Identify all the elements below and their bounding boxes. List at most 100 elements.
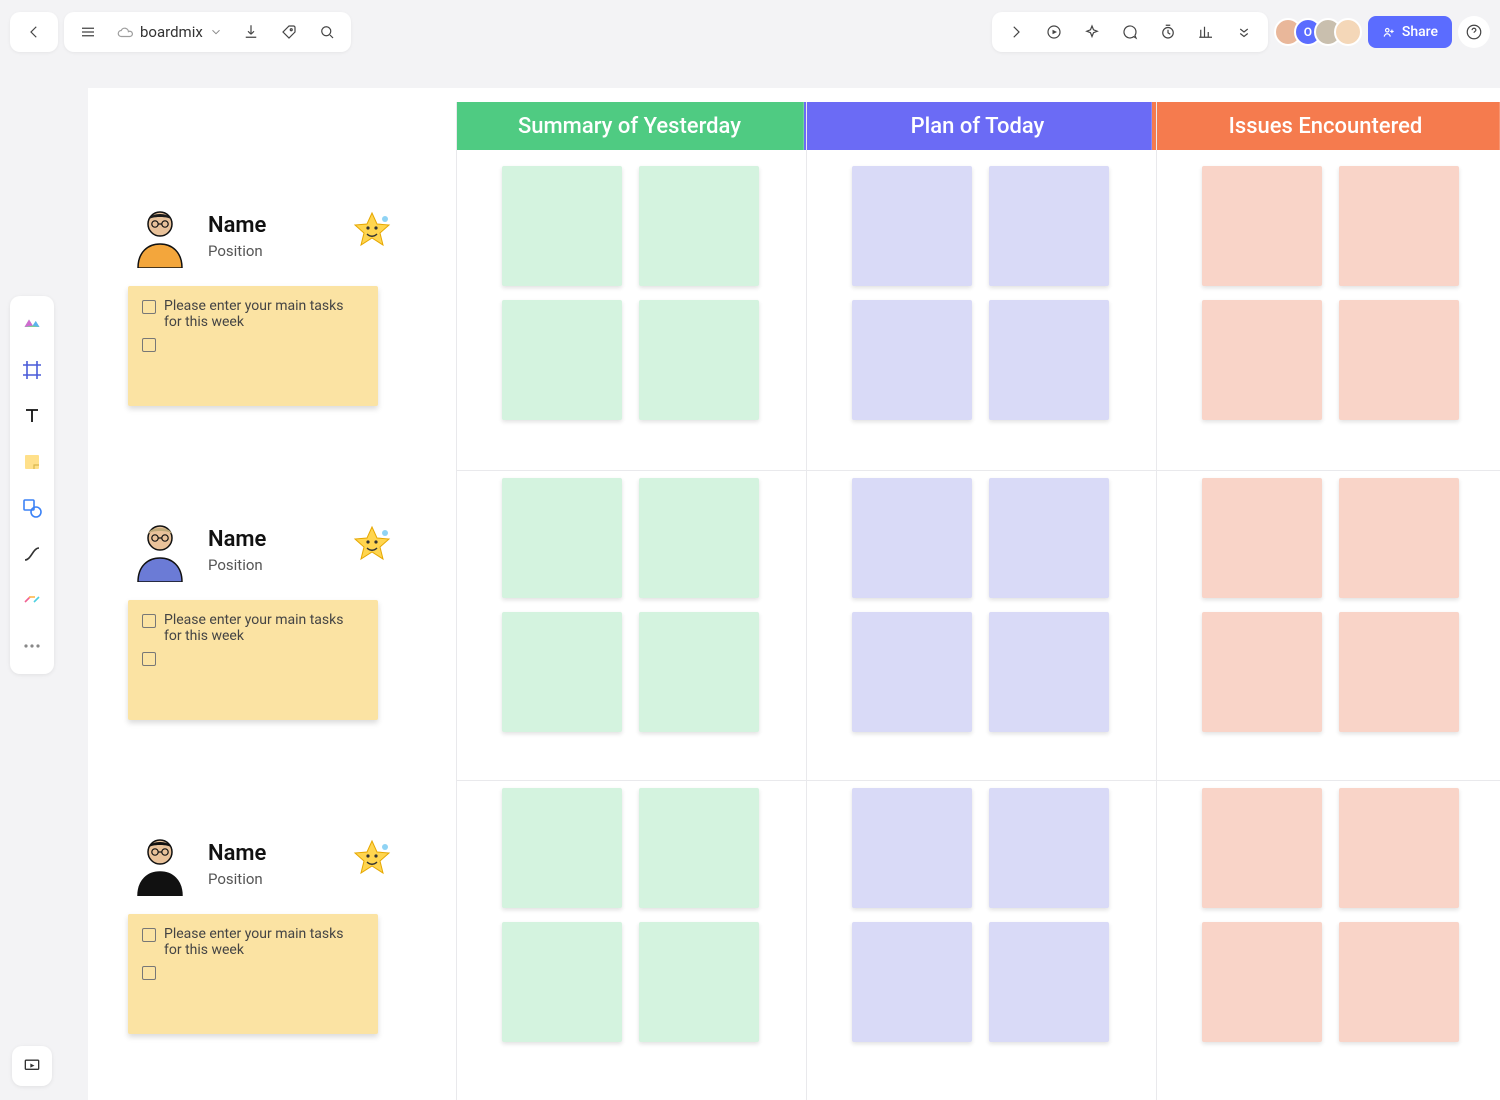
board-cell[interactable] [1202,166,1462,420]
sticky-note[interactable] [989,478,1109,598]
checkbox[interactable] [142,338,156,352]
task-note[interactable]: Please enter your main tasks for this we… [128,914,378,1034]
sticky-note[interactable] [502,922,622,1042]
sticky-note[interactable] [852,612,972,732]
person-position: Position [208,870,266,888]
doc-title[interactable]: boardmix [110,23,229,41]
comment-button[interactable] [1114,16,1146,48]
back-button[interactable] [18,16,50,48]
sticky-note[interactable] [639,300,759,420]
sparkle-button[interactable] [1076,16,1108,48]
board-cell[interactable] [502,166,762,420]
menu-button[interactable] [72,16,104,48]
sticky-note[interactable] [639,478,759,598]
checkbox[interactable] [142,652,156,666]
frame-tool[interactable] [14,348,50,392]
draw-tool[interactable] [14,578,50,622]
download-button[interactable] [235,16,267,48]
sticky-note[interactable] [852,166,972,286]
sticky-note[interactable] [1339,478,1459,598]
timer-button[interactable] [1152,16,1184,48]
sticky-note[interactable] [852,478,972,598]
checkbox[interactable] [142,300,156,314]
checkbox[interactable] [142,614,156,628]
sticky-note[interactable] [502,478,622,598]
checkbox[interactable] [142,928,156,942]
doc-title-text: boardmix [140,23,203,41]
sticky-note[interactable] [1339,788,1459,908]
sticky-tool[interactable] [14,440,50,484]
task-placeholder: Please enter your main tasks for this we… [164,612,364,644]
task-placeholder: Please enter your main tasks for this we… [164,926,364,958]
sticky-note[interactable] [1202,478,1322,598]
person-header: NamePosition [128,832,418,896]
sticky-note[interactable] [852,922,972,1042]
sticky-note[interactable] [1339,300,1459,420]
tag-button[interactable] [273,16,305,48]
text-tool[interactable] [14,394,50,438]
task-note[interactable]: Please enter your main tasks for this we… [128,600,378,720]
person-row: Name Position Please enter your main tasks… [128,204,418,406]
action-pill [992,12,1268,52]
logo-tool[interactable] [14,302,50,346]
sticky-note[interactable] [989,300,1109,420]
sticky-note[interactable] [1202,166,1322,286]
share-button[interactable]: Share [1368,16,1452,48]
sticky-note[interactable] [639,788,759,908]
present-button[interactable] [12,1046,52,1086]
chart-button[interactable] [1190,16,1222,48]
connector-tool[interactable] [14,532,50,576]
avatars[interactable]: O [1274,18,1362,46]
person-name: Name [208,213,266,238]
sticky-note[interactable] [852,300,972,420]
sticky-note[interactable] [989,612,1109,732]
task-note[interactable]: Please enter your main tasks for this we… [128,286,378,406]
person-avatar [128,518,192,582]
person-header: NamePosition [128,518,418,582]
board-cell[interactable] [502,478,762,732]
star-icon [352,210,392,250]
board-cell[interactable] [1202,788,1462,1042]
person-position: Position [208,556,266,574]
sticky-note[interactable] [502,612,622,732]
doc-pill: boardmix [64,12,351,52]
board-cell[interactable] [852,166,1112,420]
sticky-note[interactable] [1339,166,1459,286]
sticky-note[interactable] [502,300,622,420]
more-chevron-button[interactable] [1228,16,1260,48]
sticky-note[interactable] [1202,300,1322,420]
board-cell[interactable] [502,788,762,1042]
sticky-note[interactable] [1202,922,1322,1042]
person-avatar [128,832,192,896]
sticky-note[interactable] [639,922,759,1042]
sticky-note[interactable] [639,166,759,286]
board-cell[interactable] [852,788,1112,1042]
sticky-note[interactable] [989,922,1109,1042]
avatar[interactable] [1334,18,1362,46]
topbar-right: O Share [992,12,1490,52]
chevron-down-icon [209,25,223,39]
checkbox[interactable] [142,966,156,980]
sticky-note[interactable] [989,788,1109,908]
board-canvas[interactable]: Summary of YesterdayPlan of TodayIssues … [88,88,1500,1100]
sticky-note[interactable] [502,166,622,286]
help-button[interactable] [1458,16,1490,48]
sticky-note[interactable] [989,166,1109,286]
sticky-note[interactable] [1339,612,1459,732]
person-position: Position [208,242,266,260]
shape-tool[interactable] [14,486,50,530]
board-cell[interactable] [1202,478,1462,732]
search-button[interactable] [311,16,343,48]
sticky-note[interactable] [502,788,622,908]
sticky-note[interactable] [852,788,972,908]
cloud-icon [116,23,134,41]
sticky-note[interactable] [1339,922,1459,1042]
board-cell[interactable] [852,478,1112,732]
sticky-note[interactable] [639,612,759,732]
play-button[interactable] [1038,16,1070,48]
more-tools[interactable] [14,624,50,668]
sticky-note[interactable] [1202,612,1322,732]
sticky-note[interactable] [1202,788,1322,908]
chevron-right-button[interactable] [1000,16,1032,48]
star-icon [352,524,392,564]
